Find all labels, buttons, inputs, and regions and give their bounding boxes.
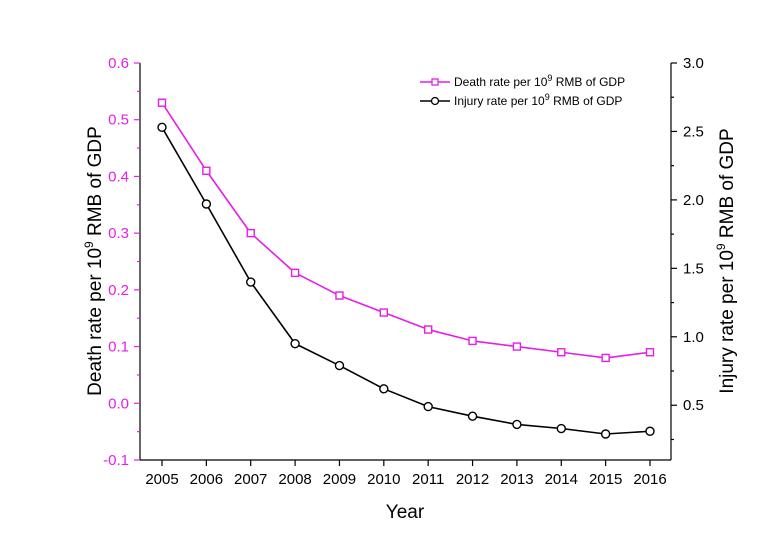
death-rate-point bbox=[512, 342, 522, 351]
x-axis-title: Year bbox=[386, 502, 425, 523]
left-tick-label: 0.6 bbox=[108, 55, 129, 72]
legend-item-death-rate: Death rate per 109 RMB of GDP bbox=[420, 73, 625, 89]
right-axis-ticks: 0.5 1.0 1.5 2.0 2.5 3.0 bbox=[671, 55, 704, 441]
right-tick-label: 1.0 bbox=[683, 329, 704, 346]
death-rate-point bbox=[290, 268, 300, 278]
injury-rate-point bbox=[512, 419, 522, 430]
x-tick-label: 2012 bbox=[456, 471, 489, 488]
injury-rate-point bbox=[556, 423, 566, 434]
left-tick-label: 0.0 bbox=[108, 395, 129, 412]
injury-rate-point bbox=[423, 401, 433, 412]
death-rate-point bbox=[468, 336, 477, 346]
left-tick-label: 0.3 bbox=[108, 225, 129, 242]
x-axis-ticks: 2005 2006 2007 2008 2009 2010 2011 2012 2013 2014… bbox=[145, 460, 667, 488]
death-rate-point bbox=[202, 166, 211, 175]
injury-rate-point bbox=[201, 199, 212, 209]
legend: Death rate per 109 RMB of GDP Injury rat… bbox=[420, 73, 625, 108]
right-tick-label: 3.0 bbox=[683, 55, 704, 72]
left-tick-label: 0.2 bbox=[108, 282, 129, 299]
injury-rate-point bbox=[379, 384, 389, 394]
death-rate-point bbox=[645, 348, 655, 357]
death-rate-point bbox=[557, 348, 566, 357]
legend-injury-marker bbox=[430, 96, 440, 106]
x-tick-label: 2008 bbox=[278, 471, 311, 488]
x-tick-label: 2005 bbox=[145, 471, 178, 488]
left-tick-label: 0.5 bbox=[108, 112, 129, 129]
left-tick-label: -0.1 bbox=[103, 452, 129, 469]
left-tick-label: 0.4 bbox=[108, 168, 129, 185]
legend-injury-label: Injury rate per 109 RMB of GDP bbox=[454, 92, 622, 108]
x-tick-label: 2016 bbox=[633, 471, 666, 488]
death-rate-point bbox=[379, 308, 389, 317]
left-axis-title: Death rate per 109 RMB of GDP bbox=[82, 126, 106, 396]
x-tick-label: 2015 bbox=[589, 471, 622, 488]
injury-rate-point bbox=[246, 277, 256, 287]
right-tick-label: 2.5 bbox=[683, 123, 704, 140]
legend-item-injury-rate: Injury rate per 109 RMB of GDP bbox=[420, 92, 622, 108]
x-tick-label: 2014 bbox=[545, 471, 578, 488]
series-line-death-rate bbox=[161, 102, 651, 359]
x-tick-label: 2009 bbox=[323, 471, 356, 488]
x-tick-label: 2011 bbox=[412, 471, 444, 488]
left-axis-ticks: -0.1 0.0 0.1 0.2 0.3 0.4 0.5 0.6 bbox=[103, 55, 140, 469]
death-rate-point bbox=[423, 325, 433, 334]
right-tick-label: 0.5 bbox=[683, 397, 704, 414]
legend-death-marker bbox=[431, 78, 439, 86]
injury-rate-point bbox=[645, 426, 655, 436]
x-tick-label: 2007 bbox=[234, 471, 267, 488]
injury-rate-point bbox=[600, 429, 611, 439]
right-axis-title: Injury rate per 109 RMB of GDP bbox=[714, 128, 738, 393]
left-tick-label: 0.1 bbox=[108, 339, 129, 356]
death-rate-point bbox=[335, 291, 344, 300]
x-tick-label: 2006 bbox=[190, 471, 223, 488]
right-tick-label: 2.0 bbox=[683, 192, 704, 209]
death-rate-point bbox=[157, 98, 167, 107]
series-line-injury-rate bbox=[161, 126, 651, 435]
series-layer bbox=[157, 98, 655, 439]
injury-rate-point bbox=[290, 338, 300, 349]
x-tick-label: 2010 bbox=[367, 471, 400, 488]
x-tick-label: 2013 bbox=[500, 471, 533, 488]
injury-rate-point bbox=[157, 122, 167, 133]
legend-death-label: Death rate per 109 RMB of GDP bbox=[454, 73, 625, 89]
right-tick-label: 1.5 bbox=[683, 260, 704, 277]
death-rate-point bbox=[601, 353, 610, 363]
death-rate-point bbox=[246, 228, 255, 238]
injury-rate-point bbox=[467, 411, 478, 421]
injury-rate-point bbox=[334, 360, 345, 371]
